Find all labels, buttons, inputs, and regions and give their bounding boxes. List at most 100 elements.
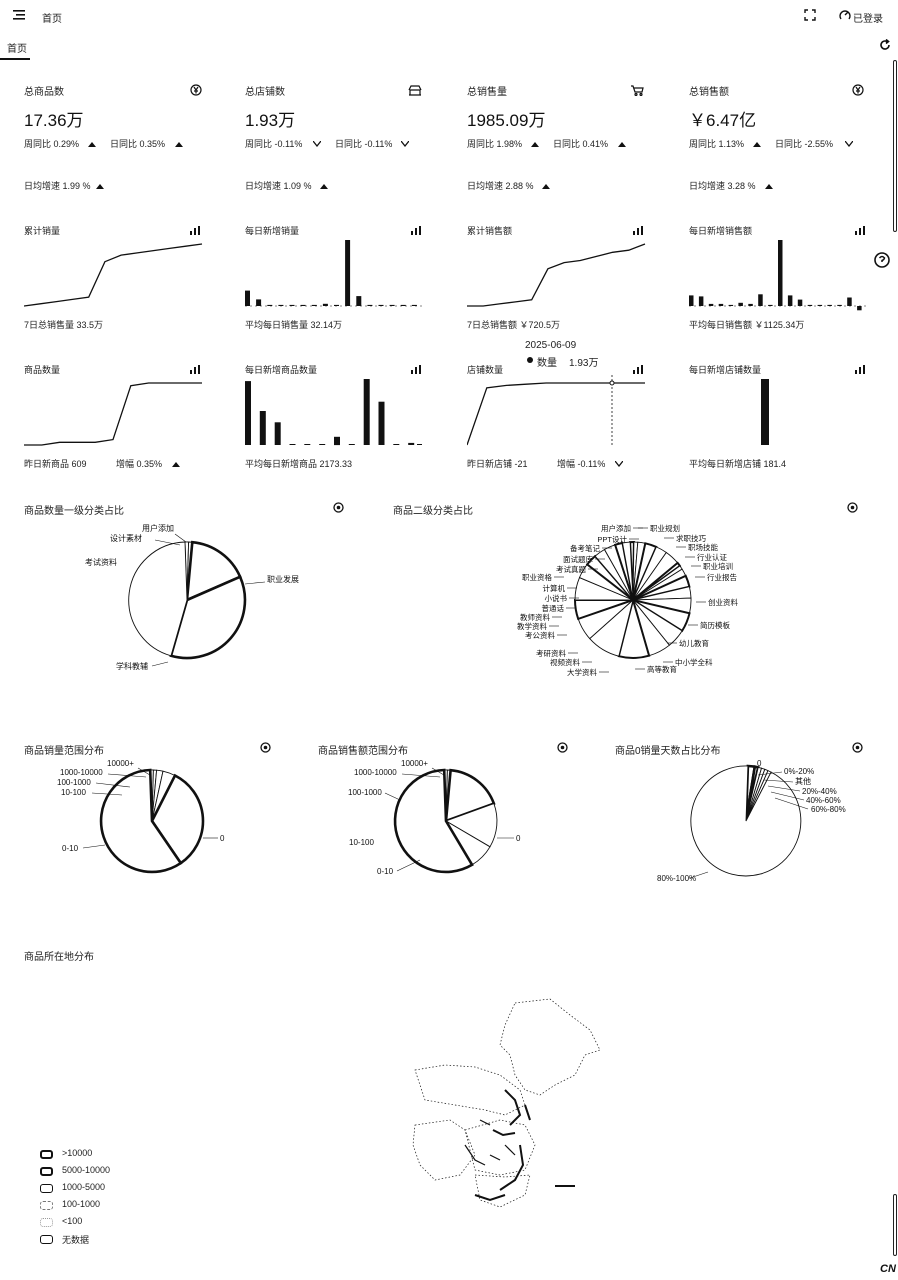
map-legend-label[interactable]: 100-1000 [62,1199,101,1209]
bar [837,304,842,306]
pie-amount-switch-icon[interactable] [557,742,568,753]
kpi-card-1: 总店铺数 1.93万 周同比 -0.11% 日同比 -0.11% 日均增速 1.… [245,80,435,195]
mini-chart-1: 每日新增销量 平均每日销售量 32.14万 [245,222,425,334]
tooltip-dot-icon [527,357,533,363]
lang-switch[interactable]: CN [880,1263,896,1275]
pie-slice [185,540,242,603]
mini-plot [24,243,203,307]
refresh-icon[interactable] [879,38,891,51]
bar [378,401,385,445]
pie-leader [384,792,401,801]
bar [708,303,714,306]
bar [728,304,734,306]
pie-level2-switch-icon[interactable] [847,502,858,513]
map-legend-label[interactable]: 无数据 [62,1235,90,1245]
bar-chart-icon[interactable] [855,365,865,377]
kpi-value: 17.36万 [24,111,84,130]
mini-footer: 昨日新店铺 -21 [467,459,528,469]
map-legend-swatch[interactable] [40,1150,53,1159]
bar-chart-icon[interactable] [855,226,865,238]
mini-title: 累计销量 [24,226,61,236]
map-legend-label[interactable]: 1000-5000 [62,1182,106,1192]
arrow-up-icon [320,181,328,192]
login-status[interactable]: 已登录 [853,14,883,25]
pie-level1-switch-icon[interactable] [333,502,344,513]
mini-footer: 7日总销售额 ￥720.5万 [467,320,561,330]
mini-footer: 昨日新商品 609 [24,459,87,469]
pie-label: 面试题库 [563,554,593,564]
map-legend-swatch[interactable] [40,1184,53,1193]
mini-chart-6: 店铺数量 昨日新店铺 -21 增幅 -0.11% [467,361,647,473]
pie-label: 教学资料 [517,621,547,631]
mini-footer: 平均每日新增店铺 181.4 [689,459,787,469]
bar [245,290,250,306]
pie-zero-switch-icon[interactable] [852,742,863,753]
bar [718,303,724,306]
map-legend-label[interactable]: >10000 [62,1148,93,1158]
mini-footer2: 增幅 -0.11% [557,459,606,469]
pie-label: 备考笔记 [570,543,600,553]
fullscreen-icon[interactable] [804,9,816,21]
map-legend-label[interactable]: <100 [62,1216,83,1226]
cart-icon [630,84,644,99]
bar [738,302,743,306]
kpi-dod: 日同比 0.35% [110,139,166,149]
pie-slice [444,768,496,823]
pie-label: 创业资料 [708,597,738,607]
arrow-up-icon [765,181,773,192]
tab-home[interactable]: 首页 [0,34,30,60]
mini-footer: 平均每日销售额 ￥1125.34万 [689,320,805,330]
breadcrumb-home[interactable]: 首页 [42,14,62,25]
mini-chart-3: 每日新增销售额 平均每日销售额 ￥1125.34万 [689,222,869,334]
pie-label: 40%-60% [806,796,841,805]
mini-title: 每日新增销售额 [689,226,753,236]
mini-footer2: 增幅 0.35% [116,459,163,469]
bar-chart-icon[interactable] [411,226,421,238]
bar [289,304,295,306]
pie-label: 0%-20% [784,767,814,776]
bar [345,240,351,306]
map-legend-swatch[interactable] [40,1201,53,1210]
pie-label: 职场技能 [688,542,718,552]
bar [411,304,417,306]
scrollbar-bottom[interactable] [893,1194,897,1256]
map-north [414,1064,526,1116]
mini-chart-7: 每日新增店铺数量 平均每日新增店铺 181.4 [689,361,869,473]
help-icon[interactable] [874,252,890,268]
map-legend-swatch[interactable] [40,1218,53,1227]
pie-leader [757,771,783,776]
pie-leader [431,767,445,776]
map-legend-label[interactable]: 5000-10000 [62,1165,111,1175]
map-legend-swatch[interactable] [40,1167,53,1176]
kpi-title: 总销售额 [689,87,729,98]
scrollbar-top[interactable] [893,60,897,232]
menu-icon[interactable] [13,10,25,20]
arrow-up-icon [88,139,96,150]
pie-label: 考公资料 [525,630,555,640]
bar-chart-icon[interactable] [190,365,200,377]
kpi-growth: 日均增速 1.99 % [24,181,91,191]
pie-label: 1000-10000 [354,768,397,777]
bar [356,296,362,306]
chevron-down-icon [400,139,410,150]
pie-slice [621,541,634,601]
pie-label: 教师资料 [520,612,550,622]
map-legend-swatch[interactable] [40,1235,53,1244]
pie-label: 行业报告 [707,572,737,582]
pie-sales-switch-icon[interactable] [260,742,271,753]
bar-chart-icon[interactable] [633,365,643,377]
bar-chart-icon[interactable] [633,226,643,238]
mini-plot [467,375,645,446]
pie-leader [82,844,106,849]
bar-chart-icon[interactable] [411,365,421,377]
bar [334,304,339,306]
kpi-value: 1985.09万 [467,111,546,130]
bar [367,304,373,306]
pie-label: 1000-10000 [60,768,103,777]
bar-chart-icon[interactable] [190,226,200,238]
china-map[interactable] [405,995,605,1220]
bar [319,444,326,445]
user-icon[interactable] [839,9,851,21]
pie-leader [401,773,441,778]
bar [289,444,296,445]
